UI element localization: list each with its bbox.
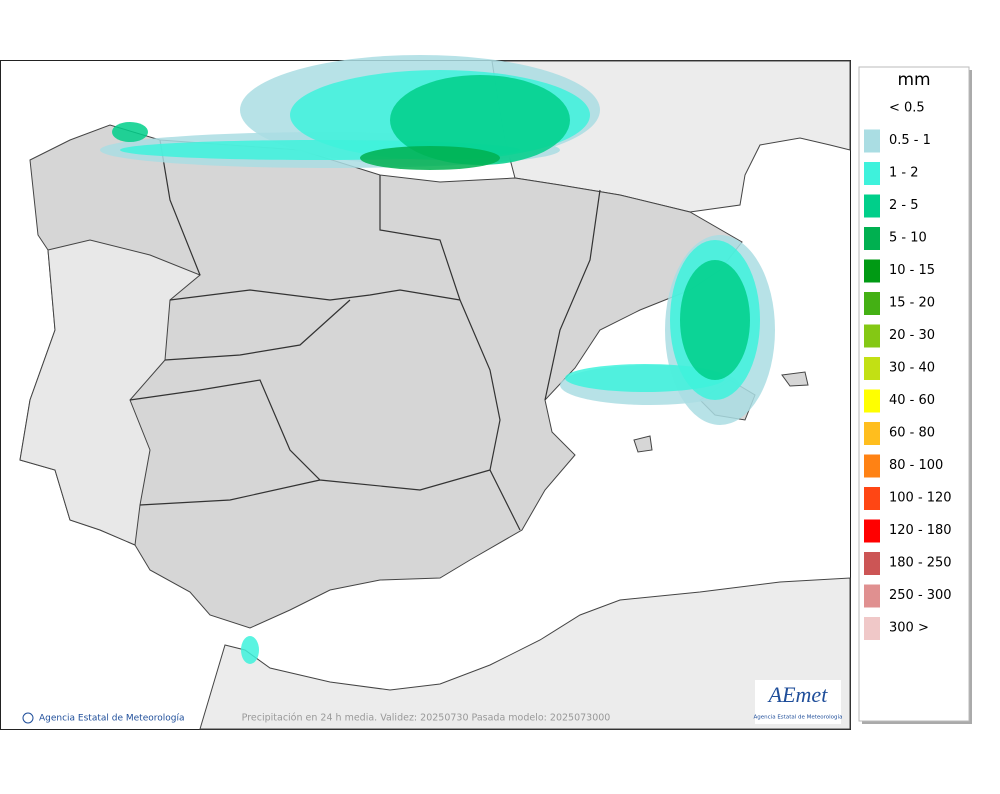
legend-swatch [864, 487, 880, 510]
legend-swatch [864, 129, 880, 153]
credit: Agencia Estatal de Meteorología [39, 714, 185, 724]
precip-area [680, 260, 750, 380]
legend-swatch [864, 519, 880, 543]
legend-label: 60 - 80 [889, 426, 935, 441]
logo-box [755, 680, 841, 724]
legend-label: 250 - 300 [889, 588, 952, 603]
legend-label: 5 - 10 [889, 231, 927, 246]
legend-label: < 0.5 [889, 101, 925, 116]
caption: Precipitación en 24 h media. Validez: 20… [242, 713, 611, 724]
legend-label: 100 - 120 [889, 491, 952, 506]
africa [199, 577, 851, 730]
legend-swatch [864, 357, 880, 380]
legend-swatch [864, 389, 880, 413]
map: Agencia Estatal de Meteorología Precipit… [0, 55, 851, 730]
legend-label: 15 - 20 [889, 296, 935, 311]
precip-area [360, 146, 500, 170]
precipitation [100, 55, 775, 664]
legend-label: 300 > [889, 621, 929, 636]
legend-label: 180 - 250 [889, 556, 952, 571]
legend-swatch [864, 162, 880, 185]
legend-label: 120 - 180 [889, 523, 952, 538]
legend-swatch [864, 422, 880, 445]
legend-swatch [864, 194, 880, 218]
legend-label: 0.5 - 1 [889, 133, 931, 148]
legend-swatch [864, 617, 880, 640]
legend: mm < 0.5 0.5 - 1 1 - 2 2 - 5 5 - 10 10 - 15 15… [858, 66, 972, 724]
logo-subtitle: Agencia Estatal de Meteorología [754, 714, 843, 721]
precip-area [241, 636, 259, 664]
precip-area [565, 364, 725, 392]
legend-label: 20 - 30 [889, 328, 935, 343]
legend-swatch [864, 584, 880, 608]
legend-swatch [864, 259, 880, 283]
precip-area [390, 75, 570, 165]
ibiza [633, 435, 653, 453]
logo-name: AEmet [767, 682, 829, 707]
legend-label: 1 - 2 [889, 166, 919, 181]
legend-label: 40 - 60 [889, 393, 935, 408]
legend-swatch [864, 552, 880, 575]
legend-label: 2 - 5 [889, 198, 919, 213]
legend-swatch [864, 454, 880, 478]
copyright-icon [22, 712, 34, 724]
precip-area [112, 122, 148, 142]
menorca [781, 371, 809, 387]
legend-swatch [864, 292, 880, 315]
legend-label: 30 - 40 [889, 361, 935, 376]
legend-swatch [864, 227, 880, 250]
legend-label: 80 - 100 [889, 458, 943, 473]
legend-swatch [864, 324, 880, 348]
legend-title: mm [897, 70, 930, 90]
legend-label: 10 - 15 [889, 263, 935, 278]
